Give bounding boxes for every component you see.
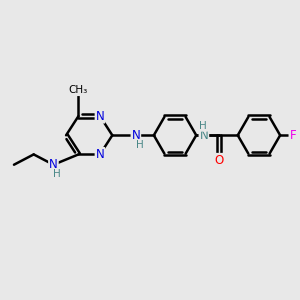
Text: H: H (53, 169, 61, 179)
Text: O: O (214, 154, 224, 167)
Text: N: N (49, 158, 58, 171)
Text: N: N (200, 129, 208, 142)
Text: N: N (131, 129, 140, 142)
Text: F: F (290, 129, 296, 142)
Text: CH₃: CH₃ (69, 85, 88, 95)
Text: H: H (200, 121, 207, 131)
Text: N: N (96, 110, 104, 123)
Text: H: H (136, 140, 143, 150)
Text: N: N (96, 148, 104, 161)
